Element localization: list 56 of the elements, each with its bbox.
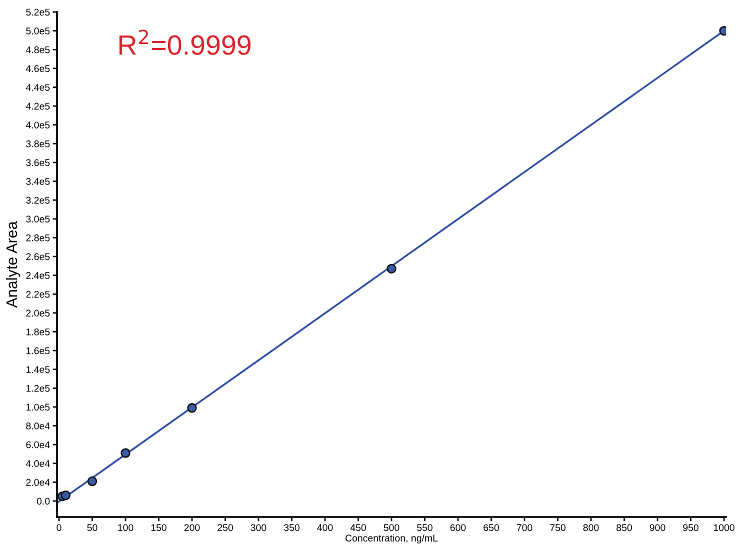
y-tick-label: 6.0e4 [26,441,50,448]
y-tick-label: 2.4e5 [26,272,50,279]
y-tick-label: 2.0e5 [26,310,50,317]
x-axis-title: Concentration, ng/mL [346,534,438,544]
x-tick-label: 650 [484,524,499,532]
y-tick-label: 1.6e5 [26,347,50,354]
y-tick-label: 3.4e5 [26,178,50,185]
y-tick-label: 4.0e4 [26,460,50,468]
x-tick-label: 550 [417,524,432,532]
y-tick-label: 2.6e5 [26,253,50,260]
point [120,448,130,458]
point [187,403,197,413]
y-tick-label: 4.4e5 [26,84,50,91]
x-tick-label: 300 [250,524,266,532]
x-tick-label: 500 [384,524,400,532]
y-tick-label: 3.2e5 [26,196,50,204]
y-tick-label: 4.0e5 [26,122,50,128]
y-tick-label: 4.8e5 [26,46,50,54]
y-tick-label: 1.2e5 [26,384,50,392]
x-tick-label: 50 [87,524,98,532]
y-tick-label: 5.2e5 [26,8,50,16]
y-tick-label: 3.0e5 [26,216,50,223]
x-tick-label: 100 [118,524,134,532]
y-tick-label: 5.0e5 [26,28,50,34]
y-tick-label: 4.6e5 [26,65,50,72]
y-tick-label: 0.0 [36,498,50,505]
y-tick-label: 3.6e5 [26,159,50,166]
x-tick-label: 600 [450,524,466,532]
x-tick-label: 700 [516,524,532,532]
y-tick-label: 1.8e5 [26,328,50,336]
x-tick-label: 800 [583,524,599,532]
x-tick-label: 1000 [714,524,734,532]
y-axis-title: Analyte Area [6,221,20,308]
x-tick-label: 900 [650,524,666,532]
x-tick-label: 150 [151,524,166,532]
y-tick-label: 2.0e4 [26,478,50,486]
x-tick-label: 850 [616,524,632,532]
y-tick-label: 1.0e5 [26,404,50,411]
x-tick-label: 200 [184,524,200,532]
x-tick-label: 950 [683,524,698,532]
x-tick-label: 250 [218,524,233,532]
y-tick-label: 8.0e4 [26,422,50,430]
x-tick-label: 750 [550,524,566,532]
y-tick-label: 1.4e5 [26,366,50,373]
y-tick-label: 4.2e5 [26,102,50,110]
y-tick-label: 2.8e5 [26,234,50,242]
x-tick-label: 0 [56,524,62,532]
point [87,476,98,486]
x-tick-label: 450 [350,524,366,532]
x-tick-label: 400 [317,524,333,532]
point [60,490,71,500]
point [386,264,396,274]
annotation: R$^{2}$=0.9999 [119,30,251,55]
y-tick-label: 2.2e5 [26,290,50,298]
y-tick-label: 3.8e5 [26,140,50,148]
x-tick-label: 350 [284,524,300,532]
